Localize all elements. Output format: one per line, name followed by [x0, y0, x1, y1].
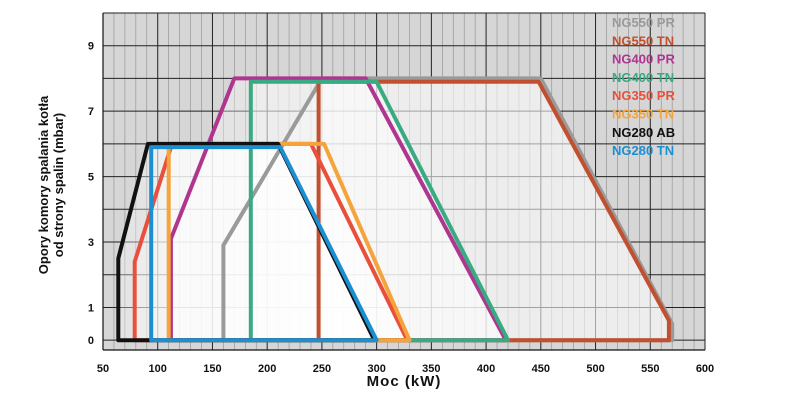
legend-entry: NG400 TN	[612, 70, 674, 85]
series-line-3	[248, 79, 510, 343]
series-lines	[116, 76, 675, 343]
y-axis-label: Opory komory spalania kotła od strony sp…	[36, 95, 66, 274]
y-tick-label: 9	[88, 41, 94, 53]
x-tick-label: 100	[149, 363, 167, 375]
y-axis-label-line-1: Opory komory spalania kotła	[36, 95, 51, 274]
x-tick-label: 600	[696, 363, 714, 375]
x-tick-label: 300	[367, 363, 385, 375]
y-axis-label-line-2: od strony spalin (mbar)	[51, 113, 66, 257]
legend-entry: NG550 TN	[612, 33, 674, 48]
y-tick-label: 7	[88, 106, 94, 118]
y-tick-label: 5	[88, 172, 94, 184]
y-tick-label: 1	[88, 302, 94, 314]
legend-entry: NG280 AB	[612, 125, 675, 140]
x-tick-label: 550	[641, 363, 659, 375]
x-tick-label: 50	[97, 363, 109, 375]
x-tick-labels: 50 100 150 200 250 300 350 400 450 500 550 600	[97, 363, 714, 375]
axes	[102, 13, 705, 351]
legend-entry: NG550 PR	[612, 15, 675, 30]
series-area-6	[118, 143, 375, 341]
x-tick-label: 150	[203, 363, 221, 375]
series-fills	[118, 78, 673, 341]
plot-background	[103, 13, 705, 350]
x-tick-label: 400	[477, 363, 495, 375]
series-area-3	[250, 81, 509, 341]
series-area-0	[223, 78, 673, 341]
series-area-1	[318, 81, 669, 341]
x-axis-label: Moc (kW)	[367, 373, 442, 390]
x-tick-label: 350	[422, 363, 440, 375]
series-area-4	[134, 143, 408, 341]
legend-entry: NG350 PR	[612, 88, 675, 103]
series-line-0	[221, 76, 675, 343]
x-tick-label: 500	[586, 363, 604, 375]
x-tick-label: 450	[532, 363, 550, 375]
legend-entry: NG350 TN	[612, 107, 674, 122]
legend-entry: NG400 PR	[612, 52, 675, 67]
series-line-1	[316, 79, 671, 343]
series-line-7	[149, 145, 379, 343]
legend-entry: NG280 TN	[612, 143, 674, 158]
y-tick-labels: 0 1 3 5 7 9	[88, 41, 94, 347]
legend: NG550 PR NG550 TN NG400 PR NG400 TN NG350 PR…	[612, 15, 675, 158]
x-tick-label: 200	[258, 363, 276, 375]
y-tick-label: 3	[88, 237, 94, 249]
y-tick-label: 0	[88, 335, 94, 347]
x-tick-label: 250	[313, 363, 331, 375]
